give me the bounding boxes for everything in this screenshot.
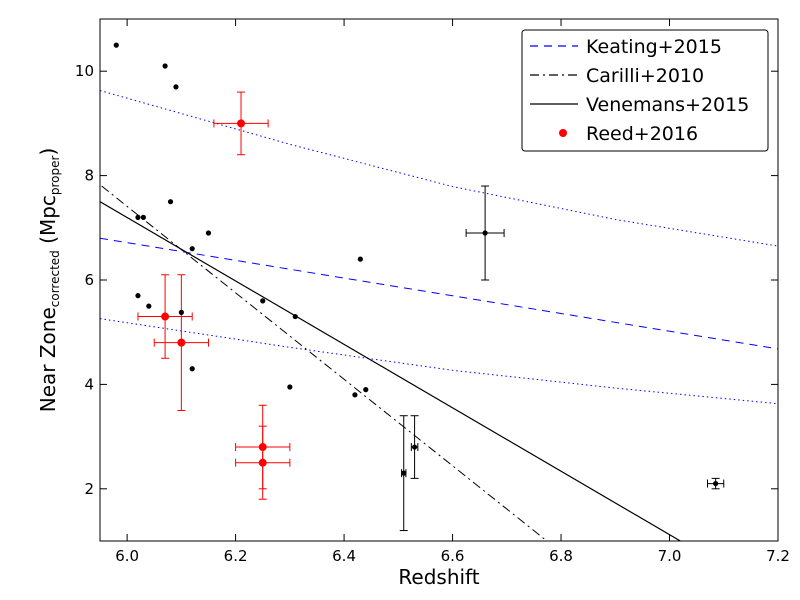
quasar-point xyxy=(146,303,152,309)
reed-point xyxy=(161,312,170,321)
y-tick-label: 6 xyxy=(84,271,94,289)
y-axis-label: Near Zonecorrected (Mpcproper) xyxy=(36,148,62,413)
x-tick-label: 7.0 xyxy=(658,547,682,565)
y-tick-label: 4 xyxy=(84,375,94,393)
quasar-point xyxy=(363,387,369,393)
quasar-point xyxy=(205,230,212,236)
data-points xyxy=(113,42,719,487)
quasar-point xyxy=(287,384,293,390)
quasar-point xyxy=(482,230,488,236)
reed-point xyxy=(177,338,186,347)
line-venemans-2015 xyxy=(100,201,681,541)
quasar-point xyxy=(401,470,407,476)
y-tick-label: 10 xyxy=(75,62,94,80)
quasar-point xyxy=(260,298,266,304)
x-tick-label: 6.8 xyxy=(549,547,573,565)
y-tick-label: 8 xyxy=(84,167,94,185)
line-keating-2015-upper xyxy=(100,90,778,247)
quasar-point xyxy=(178,309,184,315)
fit-lines xyxy=(100,90,778,541)
y-axis-ticks: 2 4 6 8 10 xyxy=(75,62,778,498)
quasar-point xyxy=(140,214,146,220)
quasar-point xyxy=(292,313,298,320)
quasar-point xyxy=(167,199,174,205)
legend-label: Venemans+2015 xyxy=(586,94,749,116)
x-tick-label: 6.6 xyxy=(441,547,465,565)
quasar-point xyxy=(173,84,179,90)
x-tick-label: 6.2 xyxy=(224,547,248,565)
legend-label: Reed+2016 xyxy=(586,123,698,145)
quasar-point xyxy=(135,293,141,299)
quasar-point xyxy=(713,480,719,487)
x-axis-label: Redshift xyxy=(398,565,479,589)
reed-point xyxy=(258,458,267,467)
line-keating-2015 xyxy=(100,237,778,350)
legend-label: Keating+2015 xyxy=(586,36,722,58)
quasar-point xyxy=(113,42,119,48)
quasar-point xyxy=(189,246,195,252)
quasar-point xyxy=(357,256,363,262)
y-tick-label: 2 xyxy=(84,480,94,498)
quasar-point xyxy=(352,392,358,398)
x-tick-label: 6.0 xyxy=(115,547,139,565)
x-axis-ticks: 6.0 6.2 6.4 6.6 6.8 7.0 7.2 xyxy=(115,19,790,565)
legend: Keating+2015 Carilli+2010 Venemans+2015 Ree… xyxy=(521,29,769,152)
line-keating-2015-lower xyxy=(100,318,778,405)
quasar-point xyxy=(189,366,195,372)
x-tick-label: 7.2 xyxy=(766,547,790,565)
legend-label: Carilli+2010 xyxy=(586,65,704,87)
quasar-point xyxy=(411,444,418,450)
x-tick-label: 6.4 xyxy=(332,547,356,565)
quasar-point xyxy=(135,214,141,220)
quasar-point xyxy=(162,63,168,69)
legend-box xyxy=(521,29,769,152)
reed-point xyxy=(258,443,267,452)
reed-point xyxy=(237,119,246,128)
legend-marker xyxy=(559,129,567,137)
